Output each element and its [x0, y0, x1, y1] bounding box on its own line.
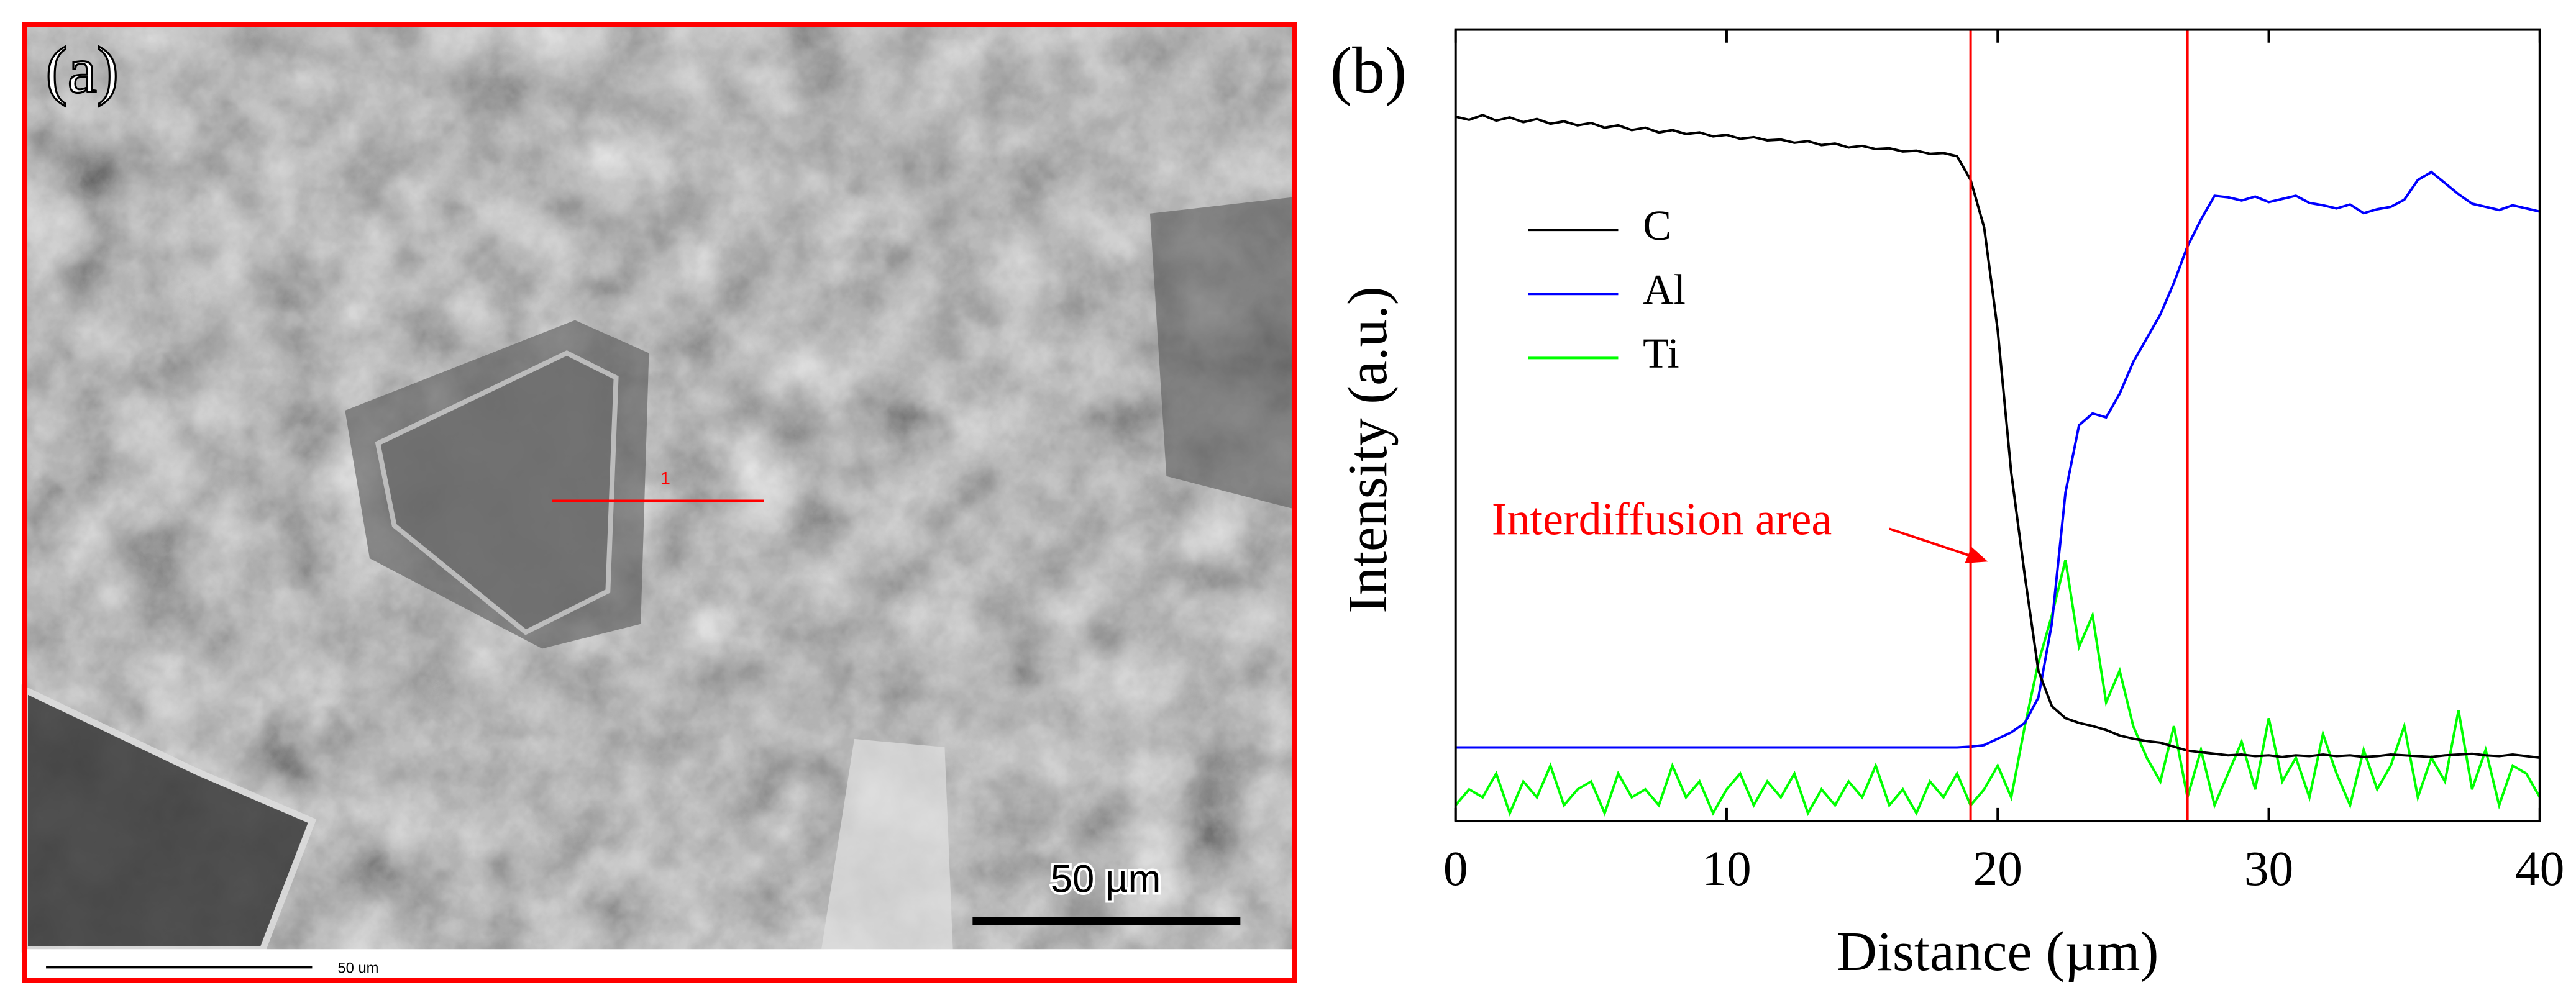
- y-axis-label: Intensity (a.u.): [1337, 286, 1399, 614]
- sem-dark-region: [1149, 197, 1295, 509]
- legend-label: Ti: [1643, 330, 1679, 377]
- sem-footer: [24, 949, 1295, 981]
- legend-label: Al: [1643, 266, 1686, 313]
- x-tick-label: 20: [1973, 842, 2022, 896]
- line-chart: (b) 0 10 20 30 40 C Al Ti Interdiffusion area Dis…: [1330, 28, 2564, 983]
- sem-crystal-face: [375, 350, 619, 635]
- panel-label: (a): [46, 34, 119, 107]
- sem-bright-region: [821, 738, 953, 950]
- data-line: [1455, 114, 2541, 760]
- annotation-arrow: [1889, 527, 1979, 560]
- legend-label: C: [1643, 202, 1671, 249]
- footer-scale-label: 50 um: [337, 960, 378, 976]
- x-tick-label: 10: [1702, 842, 1751, 896]
- x-tick-label: 40: [2515, 842, 2564, 896]
- data-line: [1455, 559, 2541, 817]
- x-tick-label: 30: [2244, 842, 2293, 896]
- line-scan-marker: 1: [660, 469, 670, 489]
- panel-label: (b): [1330, 34, 1407, 107]
- annotation: Interdiffusion area: [1492, 494, 1832, 545]
- annotation-arrowhead: [1965, 547, 1988, 563]
- data-line: [1455, 170, 2541, 749]
- plot-frame: [1454, 28, 2541, 823]
- sem-panel: 1 50 µm 50 um (a): [21, 22, 1297, 983]
- x-axis-label: Distance (µm): [1837, 921, 2158, 983]
- panel-border: [22, 22, 1297, 983]
- scale-bar-label: 50 µm: [1051, 858, 1161, 901]
- x-tick-label: 0: [1443, 842, 1468, 896]
